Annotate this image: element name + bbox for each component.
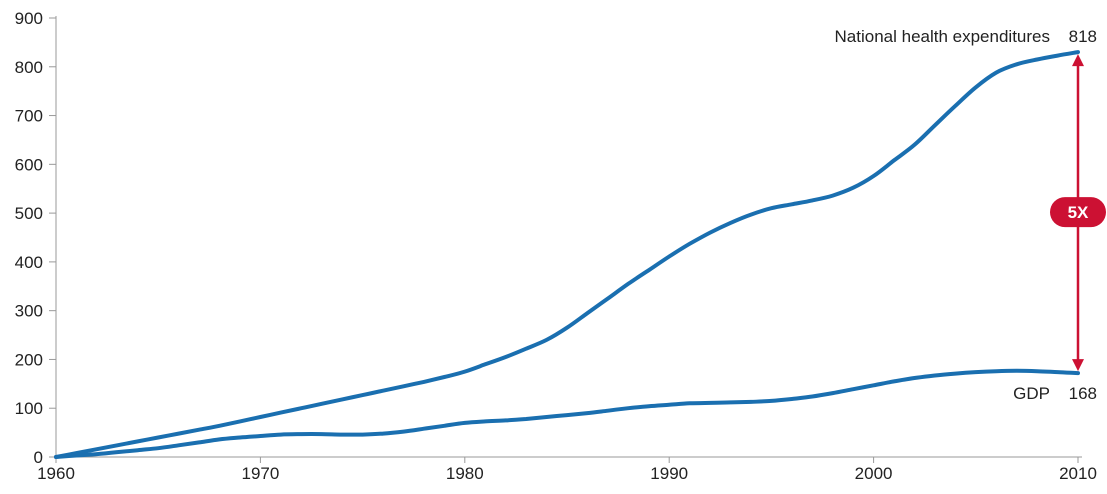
x-tick-label: 2000 bbox=[855, 464, 893, 483]
y-tick-label: 300 bbox=[15, 302, 43, 321]
series-name-national-health-expenditures: National health expenditures bbox=[835, 27, 1050, 46]
x-tick-label: 2010 bbox=[1059, 464, 1097, 483]
x-tick-label: 1990 bbox=[650, 464, 688, 483]
growth-badge-label: 5X bbox=[1068, 203, 1089, 222]
growth-annotation: 5X bbox=[1050, 54, 1106, 372]
series-line-gdp bbox=[54, 368, 1080, 459]
y-tick-label: 100 bbox=[15, 399, 43, 418]
x-tick-label: 1980 bbox=[446, 464, 484, 483]
series-name-gdp: GDP bbox=[1013, 384, 1050, 403]
axes bbox=[55, 16, 1082, 458]
y-tick-label: 500 bbox=[15, 204, 43, 223]
series-value-gdp: 168 bbox=[1069, 384, 1097, 403]
growth-badge bbox=[1050, 197, 1106, 228]
y-tick-label: 0 bbox=[34, 448, 43, 467]
series-lines bbox=[54, 50, 1080, 459]
y-axis-ticks: 0 100 200 300 400 500 600 700 800 900 bbox=[15, 9, 56, 467]
y-tick-label: 400 bbox=[15, 253, 43, 272]
x-axis-ticks: 1960 1970 1980 1990 2000 2010 bbox=[37, 457, 1097, 483]
x-tick-label: 1960 bbox=[37, 464, 75, 483]
y-tick-label: 700 bbox=[15, 107, 43, 126]
series-line-national-health-expenditures bbox=[54, 50, 1080, 459]
x-tick-label: 1970 bbox=[241, 464, 279, 483]
growth-arrow-head-up bbox=[1072, 54, 1084, 67]
series-labels: National health expenditures 818 GDP 168 bbox=[835, 27, 1097, 403]
y-tick-label: 800 bbox=[15, 58, 43, 77]
series-value-national-health-expenditures: 818 bbox=[1069, 27, 1097, 46]
y-tick-label: 200 bbox=[15, 350, 43, 369]
y-tick-label: 900 bbox=[15, 9, 43, 28]
growth-arrow-head-down bbox=[1072, 359, 1084, 372]
y-tick-label: 600 bbox=[15, 155, 43, 174]
